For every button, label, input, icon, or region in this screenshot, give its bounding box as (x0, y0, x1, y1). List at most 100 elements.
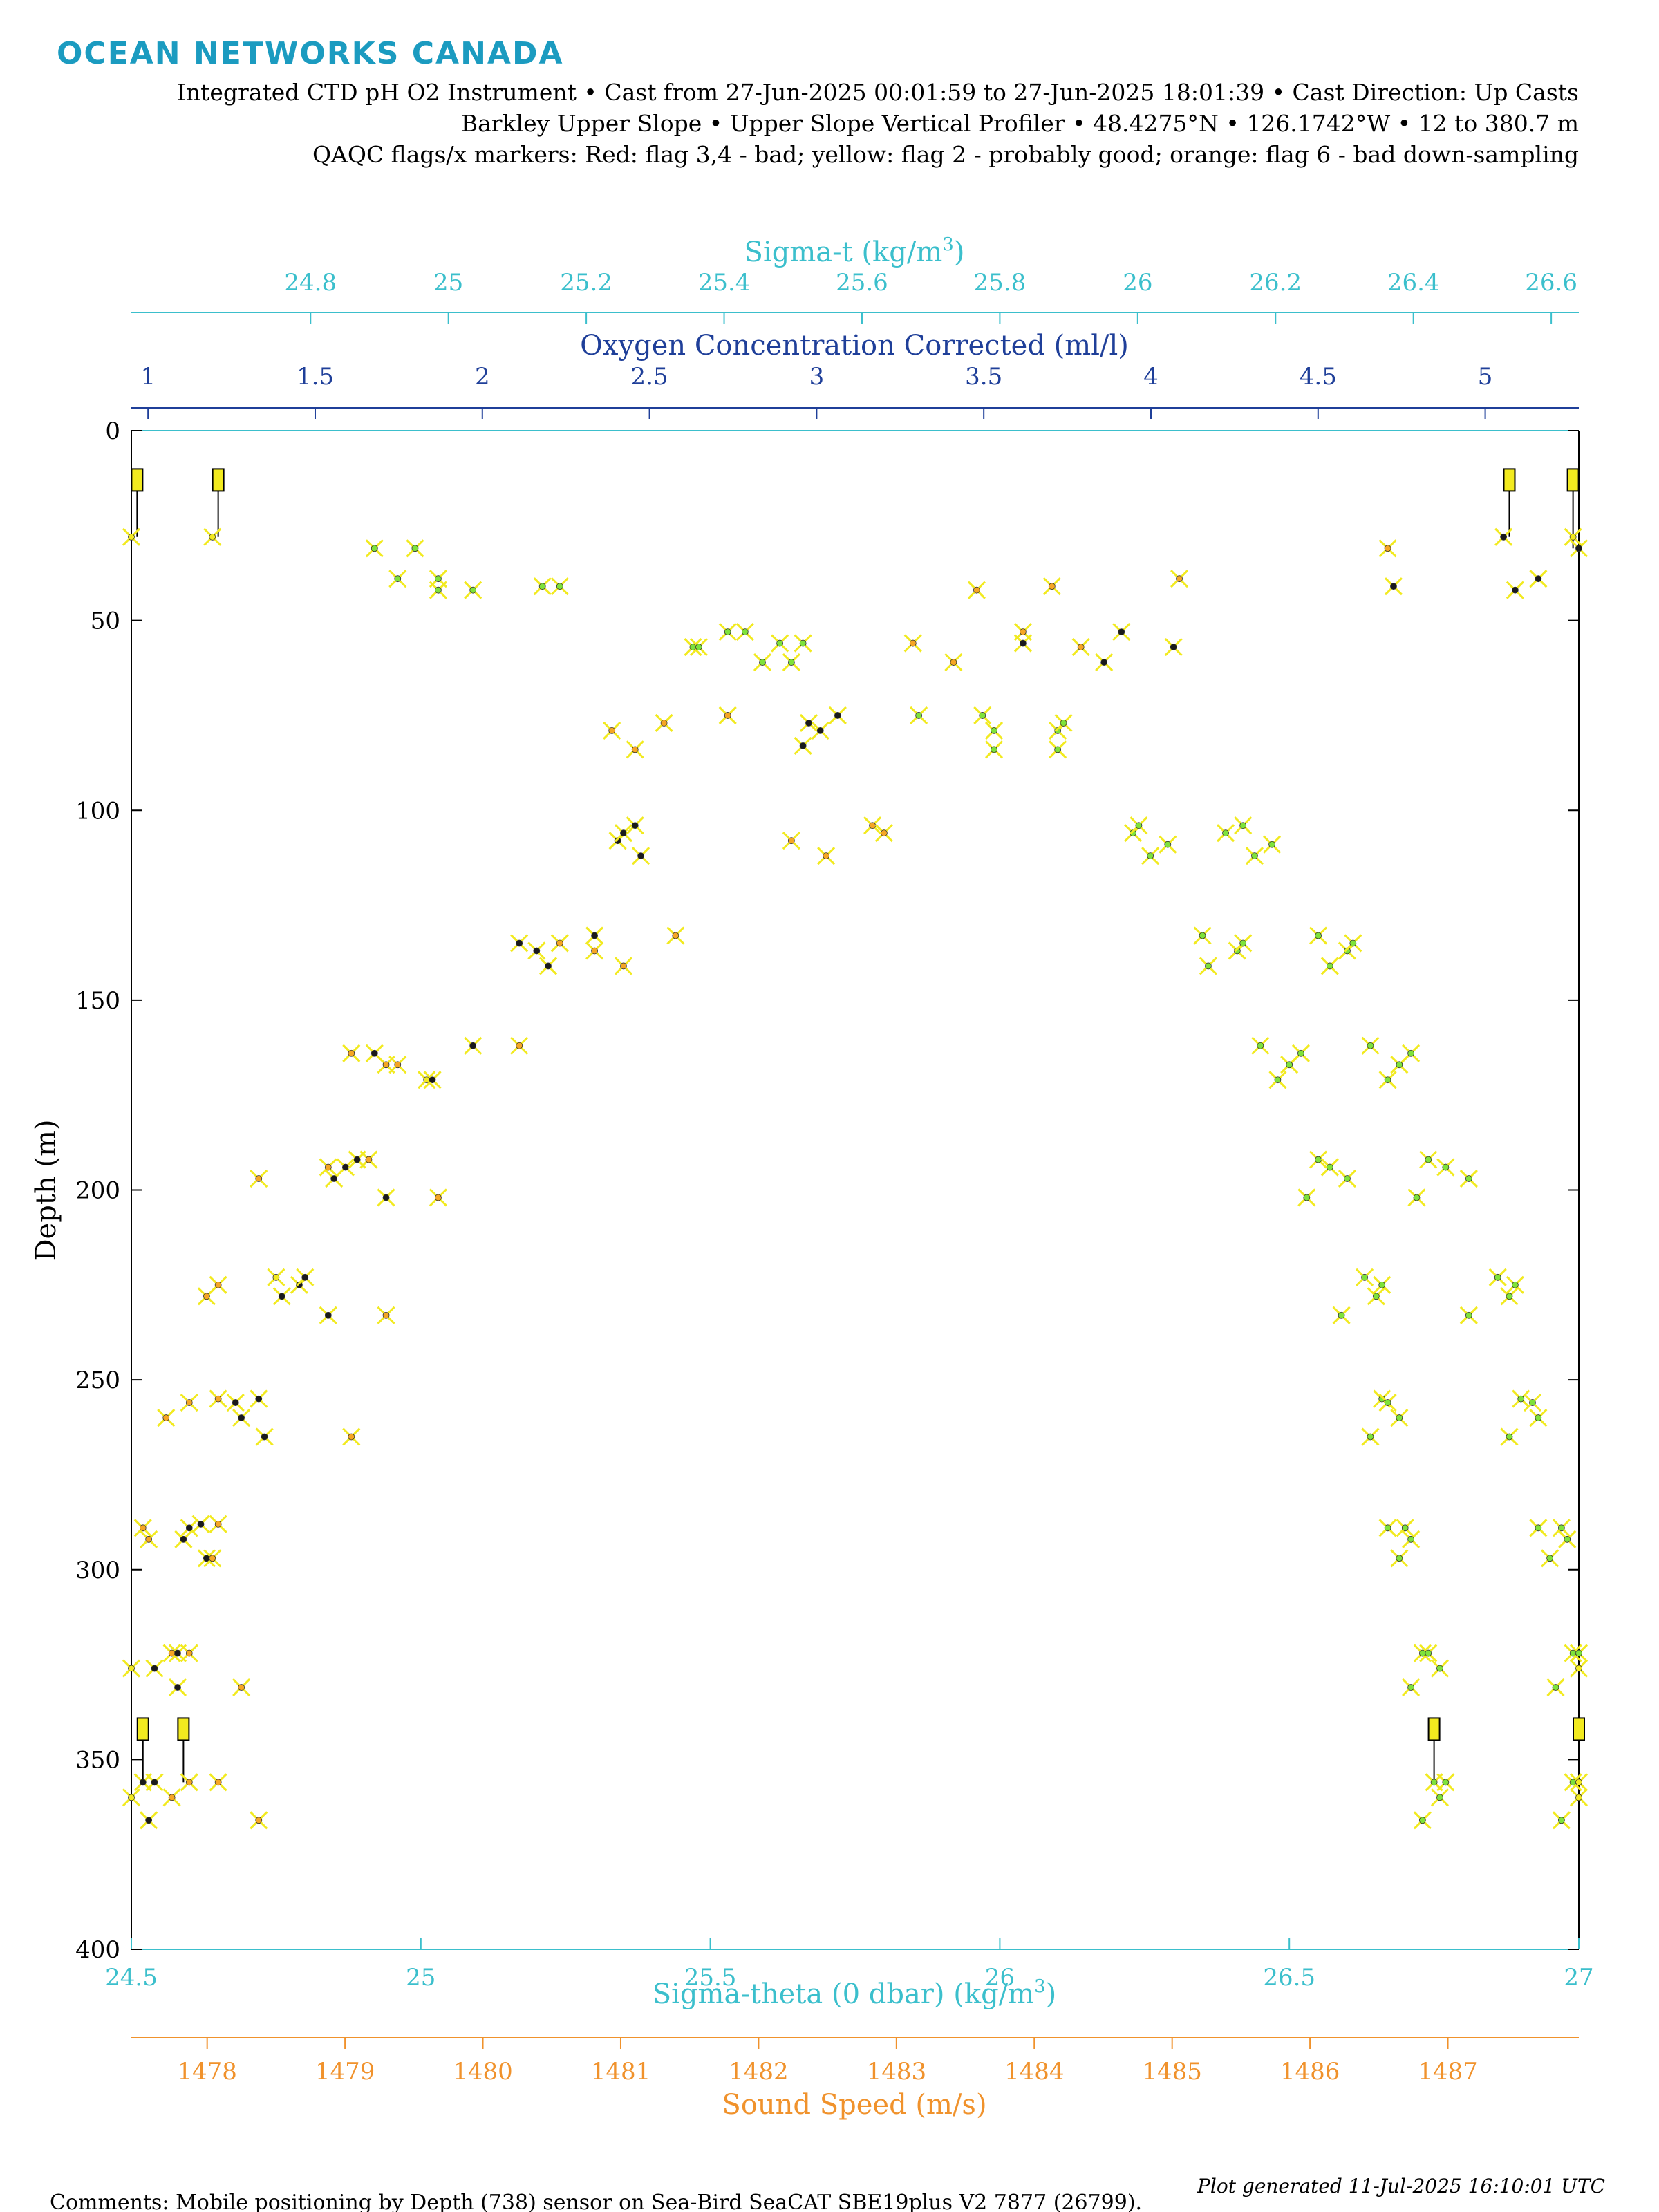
data-point (1558, 1530, 1577, 1548)
data-point (464, 581, 482, 599)
depth-tick-label: 350 (75, 1746, 120, 1774)
data-point (1268, 1071, 1287, 1089)
data-point (232, 1678, 251, 1697)
sigma-t-tick-label: 26.2 (1249, 269, 1302, 297)
data-point (984, 740, 1004, 759)
oxygen-tick-label: 4.5 (1300, 363, 1337, 391)
flag-marker (136, 1717, 149, 1741)
data-point (209, 1773, 227, 1792)
data-point (782, 832, 800, 850)
sound-speed-tick-label: 1481 (591, 2058, 651, 2086)
data-point (1356, 1268, 1374, 1286)
sigma-t-tick-label: 25.8 (974, 269, 1027, 297)
depth-tick-label: 300 (75, 1557, 120, 1584)
sound-speed-ticks: 1478 1479 1480 1481 1482 1483 1484 1485 1486 1487 (177, 2038, 1478, 2086)
data-point (174, 1530, 193, 1548)
data-point (122, 1788, 141, 1807)
sigma-t-tick-label: 25.6 (836, 269, 888, 297)
data-point (1234, 934, 1253, 953)
data-point (1569, 1644, 1588, 1662)
data-point (1430, 1659, 1450, 1678)
data-point (1488, 1268, 1507, 1286)
sigma-t-tick-label: 25.4 (698, 269, 751, 297)
data-point (145, 1659, 164, 1678)
data-point (1297, 1188, 1316, 1207)
data-point (191, 1515, 210, 1533)
data-point (180, 1394, 198, 1412)
data-point (1564, 527, 1582, 546)
flag-marker (177, 1717, 190, 1741)
data-point (753, 653, 772, 672)
data-point (1373, 1275, 1391, 1294)
data-point (1013, 634, 1032, 653)
data-point (1529, 1408, 1548, 1427)
data-point (1217, 824, 1235, 843)
data-point (1095, 653, 1114, 672)
sigma-theta-tick-label: 26.5 (1263, 1964, 1315, 1991)
sigma-theta-tick-label: 26 (985, 1964, 1015, 1991)
data-point (903, 634, 922, 653)
flag-markers (131, 468, 1585, 1783)
plot-area (131, 430, 1580, 1950)
sound-speed-tick-label: 1480 (453, 2058, 513, 2086)
data-point (614, 824, 633, 843)
sigma-t-tick-label: 26.4 (1387, 269, 1440, 297)
data-point (1071, 638, 1090, 657)
data-point (162, 1644, 181, 1662)
oxygen-tick-label: 1 (140, 363, 156, 391)
sigma-t-tick-label: 25 (433, 269, 463, 297)
depth-tick-label: 200 (75, 1177, 120, 1205)
data-point (1344, 934, 1362, 953)
data-point (585, 926, 604, 945)
data-point (1500, 1427, 1519, 1446)
data-point (666, 926, 685, 945)
data-point (984, 721, 1004, 740)
data-point (718, 623, 737, 641)
data-point (1251, 1036, 1270, 1055)
sigma-theta-axis-label: Sigma-theta (0 dbar) (kg/m3) (653, 1976, 1057, 2010)
data-point (140, 1811, 158, 1830)
oxygen-tick-label: 2 (475, 363, 490, 391)
data-point (585, 941, 604, 960)
data-point (799, 713, 818, 732)
data-point (1164, 638, 1183, 657)
data-point (1413, 1811, 1432, 1830)
data-point (1130, 816, 1148, 835)
depth-tick-label: 50 (91, 608, 120, 635)
data-point (1320, 957, 1339, 975)
data-point (863, 816, 882, 835)
data-point (1159, 835, 1177, 854)
data-point (874, 824, 893, 843)
oxygen-ticks: 1 1.5 2 2.5 3 3.5 4 4.5 5 (140, 363, 1492, 419)
oxygen-tick-label: 4 (1143, 363, 1159, 391)
data-point (973, 706, 992, 724)
flag-marker (1573, 1717, 1585, 1741)
data-point (539, 957, 558, 975)
data-point (1546, 1678, 1565, 1697)
data-point (1564, 1773, 1582, 1792)
data-point (319, 1306, 337, 1324)
data-point (1332, 1306, 1351, 1324)
depth-tick-label: 100 (75, 797, 120, 825)
data-point (1402, 1530, 1421, 1548)
data-point (1378, 1071, 1397, 1089)
sigma-t-tick-label: 26.6 (1525, 269, 1577, 297)
data-point (319, 1158, 337, 1177)
data-point (388, 1056, 407, 1074)
depth-tick-label: 400 (75, 1936, 120, 1964)
data-points (122, 527, 1588, 1830)
data-point (1569, 1659, 1588, 1678)
depth-tick-label: 250 (75, 1367, 120, 1394)
data-point (718, 706, 737, 724)
data-point (811, 721, 830, 740)
data-point (140, 1530, 158, 1548)
data-point (1390, 1408, 1409, 1427)
data-point (133, 1519, 152, 1537)
data-point (429, 581, 447, 599)
data-point (1541, 1549, 1559, 1568)
sigma-t-tick-label: 26 (1123, 269, 1152, 297)
comments-note: Comments: Mobile positioning by Depth (7… (50, 2191, 1142, 2212)
data-point (162, 1788, 181, 1807)
data-point (464, 1036, 482, 1055)
header-line-1: Integrated CTD pH O2 Instrument • Cast f… (177, 79, 1579, 106)
